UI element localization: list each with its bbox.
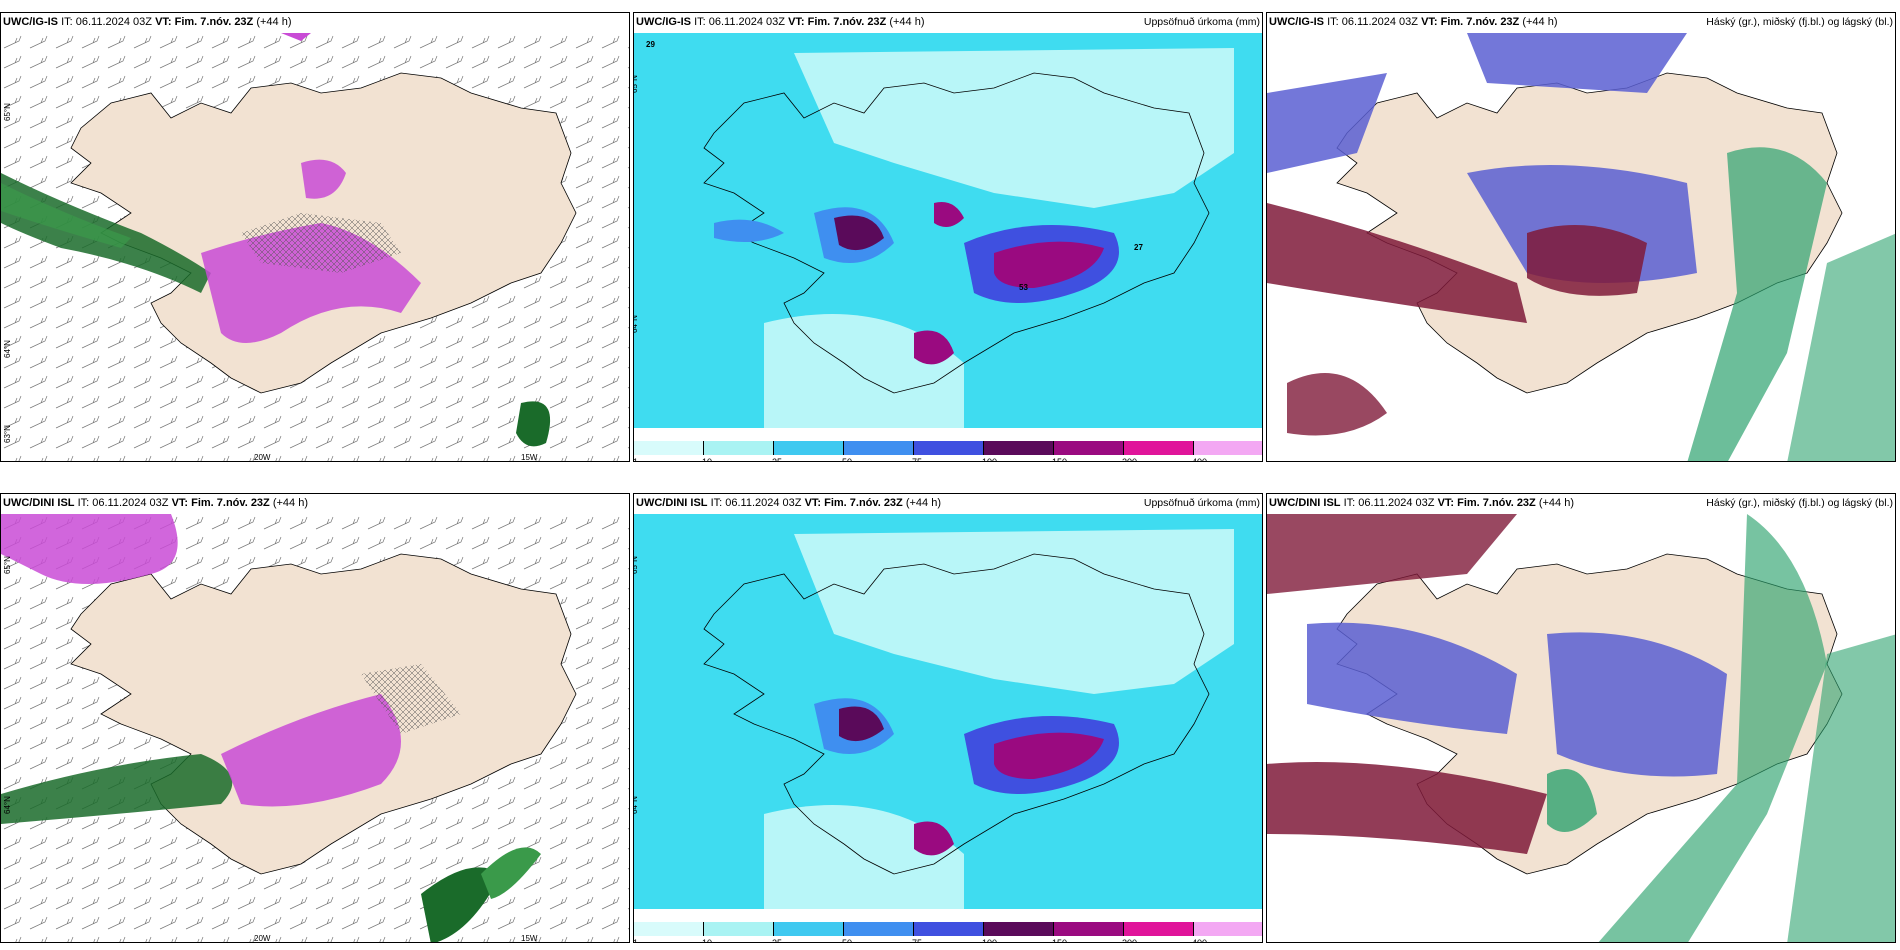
lon-label: 20W <box>254 934 271 943</box>
colorbar-label: 25 <box>772 457 783 462</box>
colorbar-label: 150 <box>1052 938 1068 943</box>
panel-precip-igis: UWC/IG-IS IT: 06.11.2024 03Z VT: Fim. 7.… <box>633 12 1263 462</box>
panel-wind-dini: UWC/DINI ISL IT: 06.11.2024 03Z VT: Fim.… <box>0 493 630 943</box>
colorbar-label: 50 <box>842 457 853 462</box>
colorbar-label: 1 <box>633 938 639 943</box>
cloud-map <box>1267 33 1895 461</box>
cloud-map <box>1267 514 1895 942</box>
panel-precip-dini: UWC/DINI ISL IT: 06.11.2024 03Z VT: Fim.… <box>633 493 1263 943</box>
panel-header: UWC/IG-IS IT: 06.11.2024 03Z VT: Fim. 7.… <box>1269 16 1893 28</box>
lon-label: 15W <box>521 934 538 943</box>
colorbar-label: 100 <box>982 457 998 462</box>
colorbar-label: 200 <box>1122 457 1138 462</box>
lon-label: 20W <box>254 453 271 462</box>
panel-cloud-igis: UWC/IG-IS IT: 06.11.2024 03Z VT: Fim. 7.… <box>1266 12 1896 462</box>
lat-label: 64°N <box>633 315 639 333</box>
precip-colorbar: 1 10 25 50 75 100 150 200 400 <box>633 441 1262 462</box>
lat-label: 65°N <box>633 75 639 93</box>
lat-label: 65°N <box>3 556 12 574</box>
colorbar-label: 200 <box>1122 938 1138 943</box>
colorbar-label: 10 <box>702 938 713 943</box>
colorbar-label: 400 <box>1192 938 1208 943</box>
colorbar-label: 100 <box>982 938 998 943</box>
wind-map <box>1 33 629 461</box>
panel-header: UWC/DINI ISL IT: 06.11.2024 03Z VT: Fim.… <box>1269 497 1893 509</box>
colorbar-label: 50 <box>842 938 853 943</box>
colorbar-label: 75 <box>912 457 923 462</box>
panel-wind-igis: UWC/IG-IS IT: 06.11.2024 03Z VT: Fim. 7.… <box>0 12 630 462</box>
lat-label: 64°N <box>3 796 12 814</box>
colorbar-label: 150 <box>1052 457 1068 462</box>
colorbar-label: 10 <box>702 457 713 462</box>
precip-map <box>634 514 1262 909</box>
lat-label: 64°N <box>3 340 12 358</box>
lat-label: 64°N <box>633 796 639 814</box>
colorbar-label: 75 <box>912 938 923 943</box>
lat-label: 65°N <box>633 556 639 574</box>
panel-header: UWC/DINI ISL IT: 06.11.2024 03Z VT: Fim.… <box>3 497 309 509</box>
colorbar-label: 25 <box>772 938 783 943</box>
wind-map <box>1 514 629 942</box>
lon-label: 15W <box>521 453 538 462</box>
lat-label: 63°N <box>3 425 12 443</box>
precip-map <box>634 33 1262 428</box>
colorbar-label: 400 <box>1192 457 1208 462</box>
panel-header: UWC/IG-IS IT: 06.11.2024 03Z VT: Fim. 7.… <box>636 16 1260 28</box>
panel-header: UWC/DINI ISL IT: 06.11.2024 03Z VT: Fim.… <box>636 497 1260 509</box>
panel-cloud-dini: UWC/DINI ISL IT: 06.11.2024 03Z VT: Fim.… <box>1266 493 1896 943</box>
panel-header: UWC/IG-IS IT: 06.11.2024 03Z VT: Fim. 7.… <box>3 16 292 28</box>
precip-colorbar: 1 10 25 50 75 100 150 200 400 <box>633 922 1262 943</box>
colorbar-label: 1 <box>633 457 639 462</box>
lat-label: 65°N <box>3 103 12 121</box>
